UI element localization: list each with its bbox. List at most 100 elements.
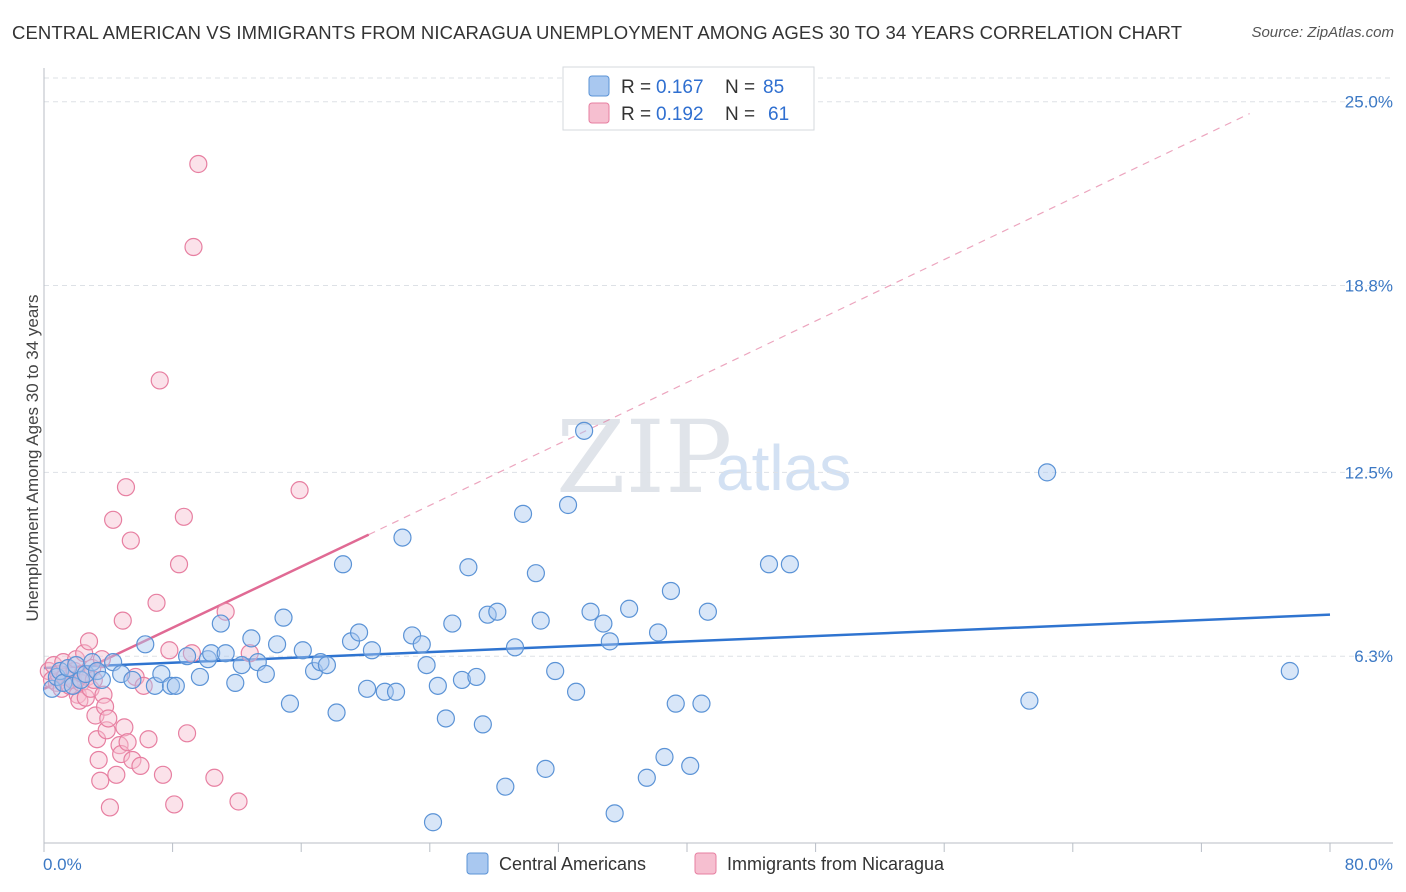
point-blue-13 — [112, 664, 131, 684]
point-pink-18 — [76, 688, 95, 707]
point-pink-40 — [116, 478, 136, 497]
point-pink-45 — [131, 756, 150, 776]
series-immigrants-from-nicaragua — [39, 154, 309, 817]
point-blue-64 — [531, 611, 550, 630]
legend-r-value-1: 0.167 — [656, 77, 704, 98]
point-blue-85 — [1020, 691, 1039, 710]
point-blue-59 — [488, 602, 507, 621]
point-blue-65 — [536, 759, 555, 778]
watermark-zip: ZIP — [556, 399, 732, 516]
point-blue-25 — [216, 644, 235, 663]
point-pink-52 — [165, 795, 184, 814]
point-blue-60 — [496, 777, 515, 796]
point-blue-51 — [428, 676, 447, 695]
point-pink-53 — [169, 555, 189, 574]
point-blue-31 — [267, 635, 287, 654]
point-blue-54 — [452, 670, 472, 690]
point-blue-0 — [42, 679, 62, 698]
point-blue-53 — [443, 614, 462, 633]
bottom-legend-swatch-pink — [694, 852, 717, 875]
point-pink-54 — [174, 507, 193, 526]
point-blue-30 — [256, 664, 275, 684]
legend-n-label-2: N = — [725, 104, 755, 125]
point-blue-16 — [145, 676, 165, 695]
point-blue-73 — [605, 804, 624, 823]
x-tick-min: 0.0% — [43, 855, 82, 874]
point-blue-9 — [83, 653, 102, 672]
point-blue-11 — [92, 670, 111, 690]
y-tick-labels: 6.3% 12.5% 18.8% 25.0% — [1345, 93, 1393, 666]
point-blue-23 — [202, 644, 221, 663]
point-pink-26 — [89, 750, 108, 770]
point-pink-51 — [160, 641, 179, 660]
point-blue-61 — [505, 638, 525, 657]
legend-r-value-2: 0.192 — [656, 104, 704, 125]
point-blue-8 — [76, 664, 95, 684]
point-blue-62 — [513, 504, 533, 523]
point-blue-57 — [473, 715, 492, 734]
point-blue-14 — [123, 670, 142, 690]
point-pink-50 — [153, 765, 173, 784]
point-pink-63 — [290, 481, 309, 500]
point-pink-35 — [107, 765, 126, 784]
point-pink-61 — [229, 792, 248, 811]
point-blue-45 — [386, 682, 406, 701]
legend-r-label-1: R = — [621, 77, 651, 98]
point-blue-81 — [692, 694, 711, 713]
point-pink-39 — [115, 718, 134, 737]
point-blue-70 — [581, 602, 600, 621]
point-pink-58 — [189, 154, 208, 174]
point-blue-33 — [280, 694, 300, 713]
y-tick-label-1: 12.5% — [1345, 463, 1393, 482]
point-pink-55 — [177, 724, 197, 743]
point-blue-26 — [226, 673, 245, 692]
legend-n-label-1: N = — [725, 77, 755, 98]
point-blue-20 — [177, 647, 197, 666]
point-blue-48 — [412, 635, 431, 654]
point-blue-86 — [1037, 463, 1057, 482]
point-blue-66 — [546, 661, 565, 681]
point-blue-84 — [780, 555, 799, 574]
point-blue-32 — [274, 608, 293, 627]
point-blue-79 — [666, 694, 685, 713]
point-pink-49 — [150, 371, 169, 390]
point-blue-67 — [558, 495, 578, 515]
point-pink-37 — [112, 744, 131, 764]
point-blue-43 — [362, 641, 382, 660]
point-blue-7 — [71, 670, 91, 690]
point-blue-15 — [136, 635, 155, 654]
point-blue-46 — [393, 528, 412, 547]
legend: R = 0.167 N = 85 R = 0.192 N = 61 — [562, 66, 815, 131]
point-blue-42 — [358, 679, 377, 698]
bottom-legend-swatch-blue — [466, 852, 489, 875]
point-pink-30 — [95, 697, 115, 716]
point-pink-33 — [100, 798, 120, 817]
point-pink-20 — [79, 632, 99, 651]
point-pink-59 — [205, 768, 224, 787]
y-axis-title: Unemployment Among Ages 30 to 34 years — [23, 295, 42, 622]
point-pink-57 — [184, 237, 203, 257]
point-pink-41 — [118, 733, 137, 752]
point-pink-48 — [147, 593, 166, 612]
point-blue-74 — [620, 599, 639, 618]
point-blue-75 — [637, 768, 656, 787]
point-blue-24 — [211, 614, 230, 633]
legend-n-value-2: 61 — [768, 104, 789, 125]
y-tick-label-0: 6.3% — [1354, 647, 1393, 666]
point-blue-49 — [417, 655, 436, 675]
point-blue-82 — [698, 602, 717, 621]
point-blue-21 — [190, 667, 210, 687]
y-tick-label-3: 25.0% — [1345, 93, 1393, 112]
point-blue-39 — [333, 555, 353, 574]
point-blue-38 — [327, 703, 346, 722]
point-blue-50 — [423, 813, 443, 832]
point-pink-56 — [182, 644, 201, 663]
point-pink-60 — [216, 602, 235, 621]
bottom-legend: Central Americans Immigrants from Nicara… — [466, 852, 945, 875]
source-label: Source: ZipAtlas.com — [1251, 24, 1394, 41]
point-pink-47 — [139, 730, 158, 749]
point-pink-27 — [91, 771, 110, 790]
point-blue-78 — [661, 581, 681, 601]
legend-n-value-1: 85 — [763, 77, 784, 98]
